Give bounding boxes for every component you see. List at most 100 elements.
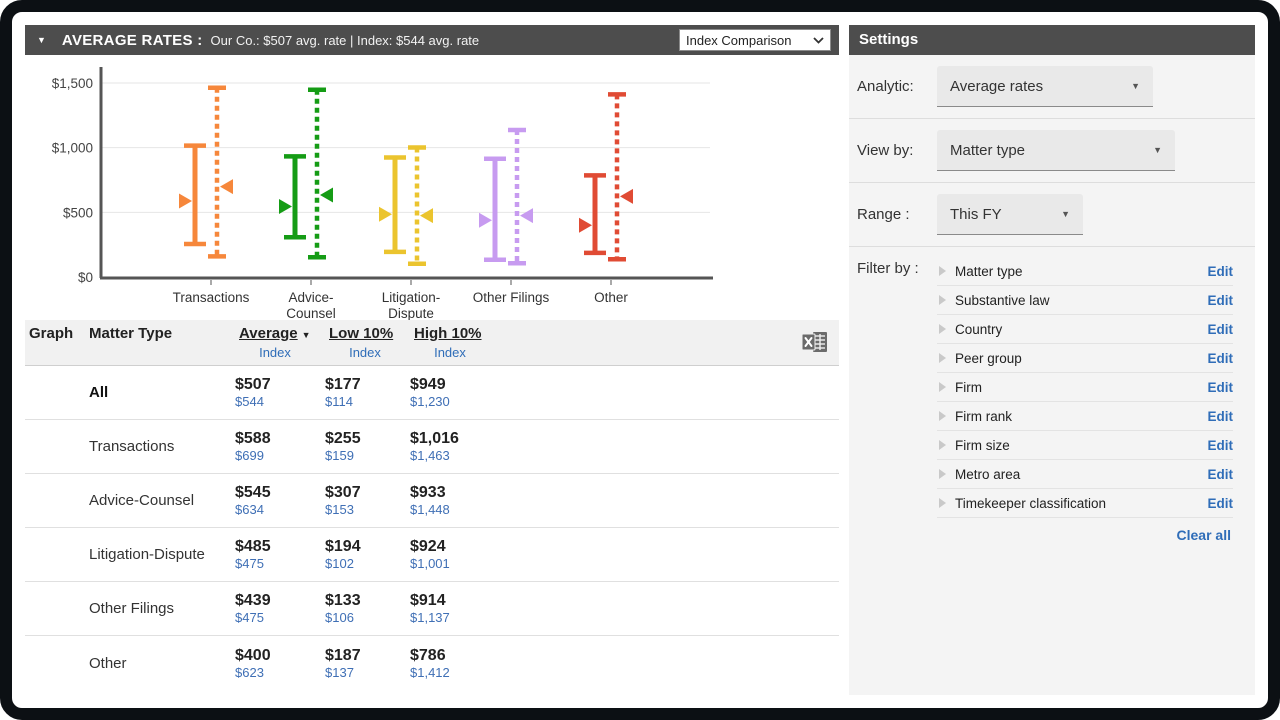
matter-type-label: All <box>89 384 109 401</box>
high10-cell: $786 $1,412 <box>410 646 450 680</box>
expand-triangle-icon[interactable] <box>939 411 946 421</box>
expand-triangle-icon[interactable] <box>939 295 946 305</box>
low10-index-link[interactable]: Index <box>349 345 381 360</box>
svg-text:Transactions: Transactions <box>173 290 250 305</box>
rates-table: Graph Matter Type Average ▼ Index Low 10%… <box>25 320 839 695</box>
low10-cell: $187 $137 <box>325 646 361 680</box>
rates-subtitle: Our Co.: $507 avg. rate | Index: $544 av… <box>210 32 480 48</box>
average-cell: $439 $475 <box>235 592 271 625</box>
filter-edit-link[interactable]: Edit <box>1207 466 1234 482</box>
filter-edit-link[interactable]: Edit <box>1207 408 1234 424</box>
filter-name: Firm <box>955 379 982 395</box>
range-value: This FY <box>950 205 1002 223</box>
high10-cell: $1,016 $1,463 <box>410 430 459 463</box>
filter-name: Country <box>955 321 1003 337</box>
range-row: Range : This FY ▼ <box>849 183 1255 247</box>
filter-name: Metro area <box>955 466 1021 482</box>
col-header-high10: High 10% Index <box>410 320 540 360</box>
expand-triangle-icon[interactable] <box>939 353 946 363</box>
range-label: Range : <box>857 206 910 223</box>
collapse-icon[interactable]: ▼ <box>37 35 46 45</box>
svg-text:$1,500: $1,500 <box>52 76 93 91</box>
matter-type-label: Other <box>89 654 127 672</box>
average-index-link[interactable]: Index <box>259 345 291 360</box>
clear-all-link[interactable]: Clear all <box>1176 527 1231 543</box>
expand-triangle-icon[interactable] <box>939 382 946 392</box>
sort-high10-link[interactable]: High 10% <box>414 325 482 342</box>
expand-triangle-icon[interactable] <box>939 498 946 508</box>
svg-text:Litigation-Dispute: Litigation-Dispute <box>382 290 441 320</box>
filter-name: Matter type <box>955 263 1023 279</box>
high10-cell: $949 $1,230 <box>410 376 450 409</box>
filter-edit-link[interactable]: Edit <box>1207 263 1234 279</box>
dropdown-caret-icon: ▼ <box>1131 81 1140 91</box>
average-cell: $507 $544 <box>235 376 271 409</box>
table-row: Litigation-Dispute $485 $475 $194 $102 $… <box>25 528 839 582</box>
filter-name: Peer group <box>955 350 1022 366</box>
filter-item: Firm Edit <box>937 373 1233 402</box>
svg-text:Other: Other <box>594 290 628 305</box>
table-row: Advice-Counsel $545 $634 $307 $153 $933 … <box>25 474 839 528</box>
viewby-row: View by: Matter type ▼ <box>849 119 1255 183</box>
rates-title: AVERAGE RATES : <box>61 31 203 49</box>
filter-item: Firm size Edit <box>937 431 1233 460</box>
filter-edit-link[interactable]: Edit <box>1207 292 1234 308</box>
matter-type-label: Other Filings <box>89 600 175 617</box>
filter-item: Substantive law Edit <box>937 286 1233 315</box>
filter-item: Firm rank Edit <box>937 402 1233 431</box>
expand-triangle-icon[interactable] <box>939 440 946 450</box>
table-header-row: Graph Matter Type Average ▼ Index Low 10%… <box>25 320 839 366</box>
range-bar-chart: $0 $500 $1,000 $1,500 Transactions Advice-Cou… <box>52 67 713 321</box>
high10-cell: $914 $1,137 <box>410 592 450 625</box>
filter-item: Country Edit <box>937 315 1233 344</box>
col-header-graph: Graph <box>29 325 74 342</box>
viewby-label: View by: <box>857 142 914 159</box>
sort-average-link[interactable]: Average <box>239 325 298 342</box>
svg-text:$1,000: $1,000 <box>52 141 93 156</box>
table-row: Other Filings $439 $475 $133 $106 $914 $… <box>25 582 839 636</box>
filter-name: Substantive law <box>955 292 1050 308</box>
filter-edit-link[interactable]: Edit <box>1207 321 1234 337</box>
select-chevron-icon <box>813 36 824 44</box>
filter-item: Matter type Edit <box>937 257 1233 286</box>
viewby-dropdown[interactable]: Matter type ▼ <box>937 130 1175 171</box>
table-body: All $507 $544 $177 $114 $949 $1,230 Tran… <box>25 366 839 690</box>
low10-cell: $133 $106 <box>325 592 361 625</box>
viewby-value: Matter type <box>950 141 1026 159</box>
high10-index-link[interactable]: Index <box>434 345 466 360</box>
expand-triangle-icon[interactable] <box>939 469 946 479</box>
filter-section: Filter by : Matter type Edit Substantive… <box>849 247 1255 543</box>
rates-chart: $0 $500 $1,000 $1,500 Transactions Advice-Cou… <box>25 55 839 321</box>
svg-text:$0: $0 <box>78 270 93 285</box>
excel-export-icon[interactable] <box>801 331 829 355</box>
filter-list: Matter type Edit Substantive law Edit Co… <box>937 257 1233 543</box>
filter-item: Timekeeper classification Edit <box>937 489 1233 518</box>
settings-title: Settings <box>849 25 1255 55</box>
index-comparison-select[interactable]: Index Comparison <box>679 29 831 51</box>
matter-type-label: Litigation-Dispute <box>89 546 205 563</box>
svg-text:Advice-Counsel: Advice-Counsel <box>286 290 336 320</box>
settings-panel: Settings Analytic: Average rates ▼ View … <box>849 25 1255 695</box>
expand-triangle-icon[interactable] <box>939 266 946 276</box>
analytic-label: Analytic: <box>857 78 914 95</box>
sort-desc-icon: ▼ <box>301 330 311 340</box>
low10-cell: $194 $102 <box>325 538 361 571</box>
sort-low10-link[interactable]: Low 10% <box>329 325 394 342</box>
average-cell: $545 $634 <box>235 484 271 517</box>
table-row: Other $400 $623 $187 $137 $786 $1,412 <box>25 636 839 690</box>
matter-type-label: Advice-Counsel <box>89 492 195 509</box>
svg-text:$500: $500 <box>63 205 93 220</box>
range-dropdown[interactable]: This FY ▼ <box>937 194 1083 235</box>
filter-edit-link[interactable]: Edit <box>1207 437 1234 453</box>
filter-item: Metro area Edit <box>937 460 1233 489</box>
high10-cell: $924 $1,001 <box>410 538 450 571</box>
filter-edit-link[interactable]: Edit <box>1207 495 1234 511</box>
table-row: Transactions $588 $699 $255 $159 $1,016 … <box>25 420 839 474</box>
filter-edit-link[interactable]: Edit <box>1207 350 1234 366</box>
dropdown-caret-icon: ▼ <box>1153 145 1162 155</box>
filter-edit-link[interactable]: Edit <box>1207 379 1234 395</box>
matter-type-label: Transactions <box>89 438 175 455</box>
expand-triangle-icon[interactable] <box>939 324 946 334</box>
analytic-dropdown[interactable]: Average rates ▼ <box>937 66 1153 107</box>
